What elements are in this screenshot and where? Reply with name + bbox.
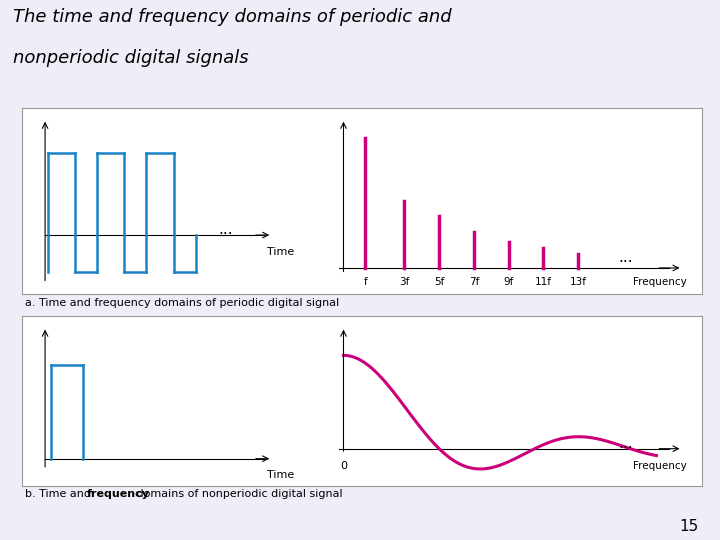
Text: ...: ... [618, 436, 634, 451]
Text: 5f: 5f [434, 277, 444, 287]
Text: 3f: 3f [399, 277, 410, 287]
Text: a. Time and frequency domains of periodic digital signal: a. Time and frequency domains of periodi… [25, 298, 339, 308]
Text: Time: Time [266, 247, 294, 256]
Text: Frequency: Frequency [633, 461, 687, 471]
Text: domains of nonperiodic digital signal: domains of nonperiodic digital signal [133, 489, 343, 499]
Text: nonperiodic digital signals: nonperiodic digital signals [13, 49, 248, 66]
Text: The time and frequency domains of periodic and: The time and frequency domains of period… [13, 8, 451, 26]
Text: frequency: frequency [87, 489, 150, 499]
Text: 7f: 7f [469, 277, 479, 287]
Text: 0: 0 [340, 461, 347, 471]
Text: f: f [364, 277, 367, 287]
Text: Frequency: Frequency [633, 277, 687, 287]
Text: Time: Time [266, 470, 294, 480]
Text: ...: ... [218, 222, 233, 237]
Text: b. Time and: b. Time and [25, 489, 95, 499]
Text: 15: 15 [679, 518, 698, 534]
Text: 11f: 11f [535, 277, 552, 287]
Text: 9f: 9f [503, 277, 514, 287]
Text: ...: ... [618, 250, 634, 265]
Text: 13f: 13f [570, 277, 587, 287]
